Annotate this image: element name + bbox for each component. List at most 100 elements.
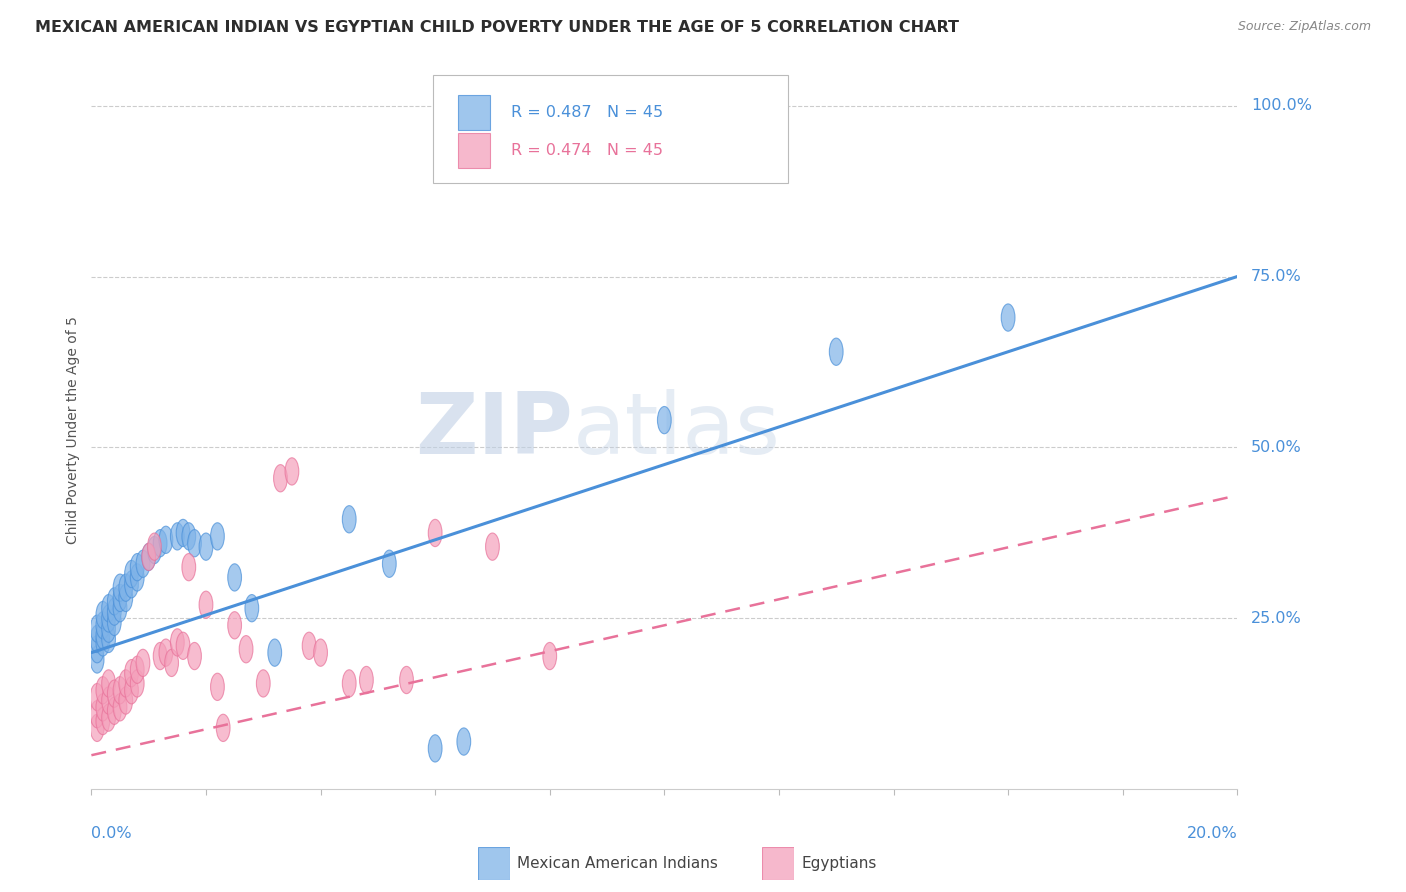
Ellipse shape [112, 574, 127, 601]
Ellipse shape [285, 458, 299, 485]
Ellipse shape [239, 636, 253, 663]
Text: 20.0%: 20.0% [1187, 825, 1237, 840]
Ellipse shape [120, 574, 132, 601]
Ellipse shape [112, 584, 127, 612]
Ellipse shape [125, 571, 138, 598]
Ellipse shape [131, 657, 143, 683]
Ellipse shape [96, 612, 110, 639]
Ellipse shape [112, 677, 127, 704]
Ellipse shape [101, 687, 115, 714]
Ellipse shape [200, 533, 212, 560]
Ellipse shape [142, 543, 156, 571]
Ellipse shape [107, 608, 121, 635]
Ellipse shape [90, 714, 104, 741]
Ellipse shape [1001, 304, 1015, 331]
Ellipse shape [96, 677, 110, 704]
Y-axis label: Child Poverty Under the Age of 5: Child Poverty Under the Age of 5 [66, 317, 80, 544]
Ellipse shape [90, 683, 104, 711]
Ellipse shape [131, 564, 143, 591]
Text: 75.0%: 75.0% [1251, 269, 1302, 284]
Ellipse shape [96, 694, 110, 721]
Ellipse shape [101, 704, 115, 731]
Ellipse shape [457, 728, 471, 756]
Ellipse shape [120, 670, 132, 697]
Ellipse shape [342, 506, 356, 533]
Ellipse shape [217, 714, 231, 741]
Ellipse shape [830, 338, 844, 366]
Ellipse shape [96, 601, 110, 629]
Ellipse shape [125, 560, 138, 588]
Ellipse shape [360, 666, 373, 694]
Ellipse shape [342, 670, 356, 697]
Ellipse shape [170, 523, 184, 550]
Ellipse shape [131, 670, 143, 697]
Ellipse shape [90, 625, 104, 653]
Ellipse shape [142, 543, 156, 571]
Ellipse shape [274, 465, 287, 491]
Text: ZIP: ZIP [415, 389, 572, 472]
Ellipse shape [256, 670, 270, 697]
Ellipse shape [429, 519, 441, 547]
Ellipse shape [211, 673, 225, 700]
Ellipse shape [181, 554, 195, 581]
Ellipse shape [543, 642, 557, 670]
Ellipse shape [107, 680, 121, 707]
Ellipse shape [429, 735, 441, 762]
Ellipse shape [170, 629, 184, 656]
Bar [458, 133, 491, 168]
Ellipse shape [245, 595, 259, 622]
Ellipse shape [159, 639, 173, 666]
Text: atlas: atlas [572, 389, 780, 472]
Text: 0.0%: 0.0% [91, 825, 132, 840]
Ellipse shape [153, 642, 167, 670]
Ellipse shape [382, 550, 396, 577]
Ellipse shape [181, 523, 195, 550]
Ellipse shape [101, 670, 115, 697]
Ellipse shape [211, 523, 225, 550]
Ellipse shape [101, 605, 115, 632]
Ellipse shape [302, 632, 316, 659]
Ellipse shape [187, 642, 201, 670]
Ellipse shape [159, 526, 173, 553]
Ellipse shape [269, 639, 281, 666]
Ellipse shape [176, 632, 190, 659]
Ellipse shape [658, 407, 671, 434]
Ellipse shape [165, 649, 179, 676]
Ellipse shape [96, 622, 110, 649]
Ellipse shape [107, 598, 121, 625]
Bar [458, 95, 491, 129]
Ellipse shape [90, 646, 104, 673]
Ellipse shape [96, 707, 110, 735]
Ellipse shape [314, 639, 328, 666]
Ellipse shape [176, 519, 190, 547]
Text: Egyptians: Egyptians [801, 856, 877, 871]
Ellipse shape [101, 615, 115, 642]
Ellipse shape [90, 615, 104, 642]
Ellipse shape [90, 700, 104, 728]
Text: Source: ZipAtlas.com: Source: ZipAtlas.com [1237, 20, 1371, 33]
Ellipse shape [107, 698, 121, 724]
Ellipse shape [96, 629, 110, 656]
Ellipse shape [228, 564, 242, 591]
Ellipse shape [399, 666, 413, 694]
Text: Mexican American Indians: Mexican American Indians [517, 856, 718, 871]
Ellipse shape [136, 649, 150, 676]
Ellipse shape [136, 550, 150, 577]
Ellipse shape [485, 533, 499, 560]
Text: 50.0%: 50.0% [1251, 440, 1302, 455]
Ellipse shape [148, 533, 162, 560]
Ellipse shape [125, 659, 138, 687]
Ellipse shape [131, 554, 143, 581]
Text: R = 0.474   N = 45: R = 0.474 N = 45 [510, 143, 662, 158]
Ellipse shape [120, 584, 132, 612]
Ellipse shape [90, 636, 104, 663]
Ellipse shape [112, 694, 127, 721]
Ellipse shape [153, 530, 167, 557]
Ellipse shape [107, 588, 121, 615]
Ellipse shape [187, 530, 201, 557]
Text: MEXICAN AMERICAN INDIAN VS EGYPTIAN CHILD POVERTY UNDER THE AGE OF 5 CORRELATION: MEXICAN AMERICAN INDIAN VS EGYPTIAN CHIL… [35, 20, 959, 35]
FancyBboxPatch shape [433, 75, 789, 183]
Ellipse shape [148, 536, 162, 564]
Ellipse shape [120, 687, 132, 714]
Text: R = 0.487   N = 45: R = 0.487 N = 45 [510, 104, 662, 120]
